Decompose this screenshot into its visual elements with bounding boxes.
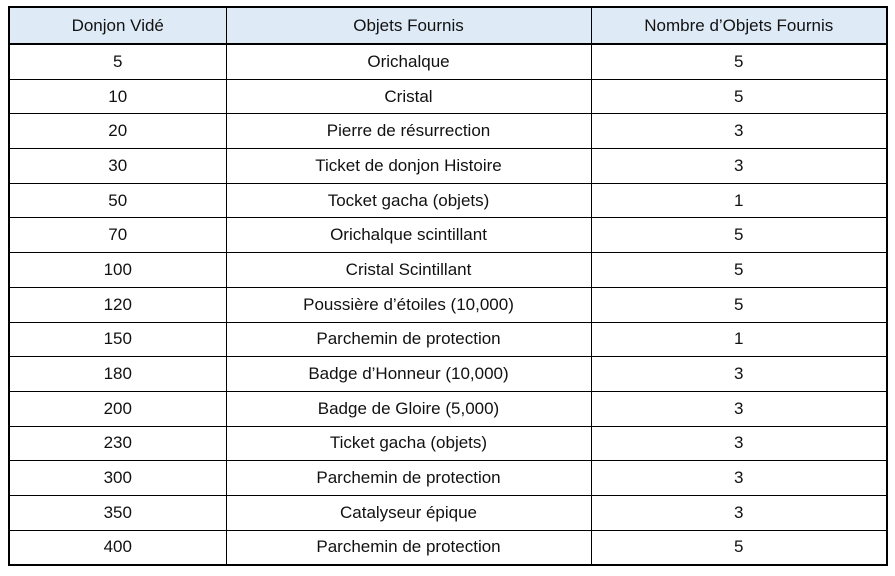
cell-nombre: 3 — [590, 113, 888, 150]
table-row: 300 Parchemin de protection 3 — [8, 460, 888, 496]
table-row: 10 Cristal 5 — [8, 78, 888, 115]
cell-objet: Tocket gacha (objets) — [225, 182, 592, 219]
cell-objet: Badge d’Honneur (10,000) — [225, 356, 592, 392]
cell-donjon: 150 — [8, 321, 227, 358]
cell-objet: Parchemin de protection — [225, 321, 592, 358]
cell-objet: Parchemin de protection — [225, 460, 592, 496]
table-row: 180 Badge d’Honneur (10,000) 3 — [8, 356, 888, 392]
cell-donjon: 30 — [8, 148, 227, 184]
cell-objet: Badge de Gloire (5,000) — [225, 390, 592, 427]
table-row: 200 Badge de Gloire (5,000) 3 — [8, 390, 888, 427]
header-nombre-objets: Nombre d’Objets Fournis — [590, 6, 888, 45]
cell-nombre: 5 — [590, 78, 888, 115]
table-row: 20 Pierre de résurrection 3 — [8, 113, 888, 150]
cell-nombre: 3 — [590, 148, 888, 184]
table-row: 5 Orichalque 5 — [8, 43, 888, 80]
cell-objet: Catalyseur épique — [225, 494, 592, 531]
cell-donjon: 200 — [8, 390, 227, 427]
cell-donjon: 180 — [8, 356, 227, 392]
table-row: 30 Ticket de donjon Histoire 3 — [8, 148, 888, 184]
cell-nombre: 5 — [590, 217, 888, 254]
table-row: 230 Ticket gacha (objets) 3 — [8, 425, 888, 462]
cell-objet: Cristal — [225, 78, 592, 115]
cell-donjon: 10 — [8, 78, 227, 115]
cell-nombre: 1 — [590, 182, 888, 219]
cell-nombre: 3 — [590, 390, 888, 427]
cell-objet: Poussière d’étoiles (10,000) — [225, 286, 592, 323]
cell-nombre: 3 — [590, 460, 888, 496]
table-row: 400 Parchemin de protection 5 — [8, 529, 888, 566]
cell-objet: Pierre de résurrection — [225, 113, 592, 150]
cell-nombre: 5 — [590, 43, 888, 80]
cell-nombre: 5 — [590, 529, 888, 566]
cell-donjon: 100 — [8, 252, 227, 288]
dungeon-reward-table: Donjon Vidé Objets Fournis Nombre d’Obje… — [8, 6, 888, 567]
table-row: 350 Catalyseur épique 3 — [8, 494, 888, 531]
table-row: 50 Tocket gacha (objets) 1 — [8, 182, 888, 219]
cell-nombre: 5 — [590, 286, 888, 323]
cell-nombre: 1 — [590, 321, 888, 358]
cell-donjon: 70 — [8, 217, 227, 254]
cell-objet: Cristal Scintillant — [225, 252, 592, 288]
cell-donjon: 20 — [8, 113, 227, 150]
table-row: 70 Orichalque scintillant 5 — [8, 217, 888, 254]
cell-nombre: 3 — [590, 494, 888, 531]
cell-nombre: 3 — [590, 356, 888, 392]
cell-donjon: 120 — [8, 286, 227, 323]
cell-donjon: 5 — [8, 43, 227, 80]
header-row: Donjon Vidé Objets Fournis Nombre d’Obje… — [8, 6, 888, 45]
cell-objet: Ticket gacha (objets) — [225, 425, 592, 462]
table-row: 150 Parchemin de protection 1 — [8, 321, 888, 358]
cell-donjon: 400 — [8, 529, 227, 566]
cell-nombre: 3 — [590, 425, 888, 462]
cell-objet: Parchemin de protection — [225, 529, 592, 566]
cell-objet: Orichalque scintillant — [225, 217, 592, 254]
table-row: 100 Cristal Scintillant 5 — [8, 252, 888, 288]
header-donjon-vide: Donjon Vidé — [8, 6, 227, 45]
cell-objet: Orichalque — [225, 43, 592, 80]
cell-donjon: 50 — [8, 182, 227, 219]
cell-objet: Ticket de donjon Histoire — [225, 148, 592, 184]
cell-donjon: 300 — [8, 460, 227, 496]
cell-donjon: 350 — [8, 494, 227, 531]
header-objets-fournis: Objets Fournis — [225, 6, 592, 45]
table-row: 120 Poussière d’étoiles (10,000) 5 — [8, 286, 888, 323]
cell-nombre: 5 — [590, 252, 888, 288]
cell-donjon: 230 — [8, 425, 227, 462]
reward-table-container: Donjon Vidé Objets Fournis Nombre d’Obje… — [8, 6, 888, 567]
